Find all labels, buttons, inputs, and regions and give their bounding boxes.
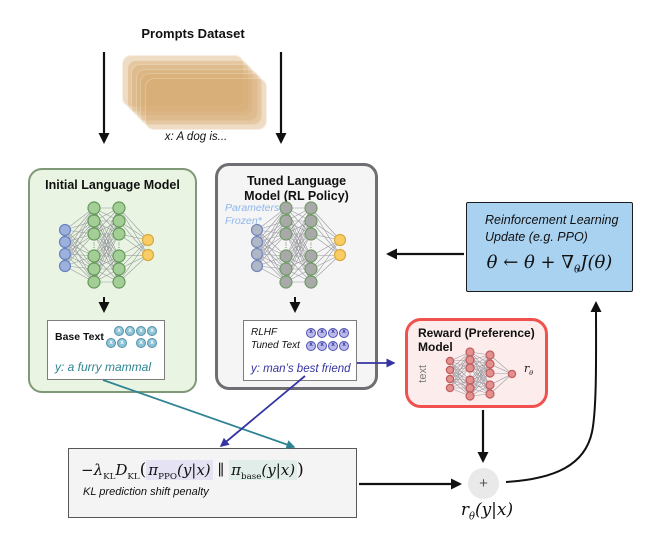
token-icon: x [328,327,338,338]
plus-icon: + [479,475,488,492]
svg-text:⋮: ⋮ [116,243,123,250]
reward-output-formula: rθ(y|x) [460,500,514,523]
prompt-card [135,68,258,121]
token-icon: x [147,326,157,336]
tuned-model-title: Tuned Language Model (RL Policy) [244,174,349,203]
base-model-output-text: y: a furry mammal [55,360,152,374]
prompt-card [144,77,267,130]
reward-input-label: text [417,365,429,383]
gradient-update-formula: θ ← θ + ∇θJ(θ) [486,251,613,276]
token-icon: x [317,340,327,351]
tuned-text-label: Tuned Text [251,340,300,351]
pi-base-term: πbase(y|x) [229,460,298,482]
tuned-language-model-box: Tuned Language Model (RL Policy) Paramet… [215,163,378,390]
prompts-dataset-title: Prompts Dataset [141,26,245,41]
token-icon: x [317,327,327,338]
token-icon: x [306,340,316,351]
kl-penalty-caption: KL prediction shift penalty [83,486,209,498]
prompt-card [140,73,262,125]
token-icon: x [114,326,124,336]
kl-penalty-formula: −λKLDKL(πPPO(y|x) ∥ πbase(y|x)) [81,460,304,482]
rlhf-label: RLHF [251,327,278,338]
kl-penalty-box: −λKLDKL(πPPO(y|x) ∥ πbase(y|x)) KL predi… [68,448,357,518]
svg-text:⋮: ⋮ [308,243,315,250]
svg-text:⋮: ⋮ [283,243,290,250]
reward-model-box: Reward (Preference) Model text ⋮ rθ [405,318,548,408]
rl-update-box: Reinforcement Learning Update (e.g. PPO)… [466,202,633,292]
prompt-card [131,64,253,116]
token-icon: x [125,326,135,336]
initial-model-title: Initial Language Model [45,178,180,192]
reward-model-title: Reward (Preference) Model [418,326,535,355]
svg-text:⋮: ⋮ [467,372,474,379]
reward-model-network-icon: ⋮ [445,347,517,401]
svg-text:⋮: ⋮ [91,243,98,250]
token-icon: x [117,338,127,348]
token-icon: x [136,338,146,348]
token-icon: x [306,327,316,338]
pi-ppo-term: πPPO(y|x) [146,460,213,482]
token-icon: x [106,338,116,348]
token-icon: x [339,327,349,338]
tuned-model-output-text: y: man’s best friend [251,363,351,375]
prompt-example-text: x: A dog is... [164,131,228,143]
parameters-frozen-note: Parameters Frozen* [225,202,280,228]
tuned-model-network-icon: ⋮ ⋮ [250,201,347,289]
reward-scalar-label: rθ [524,362,534,378]
token-icon: x [147,338,157,348]
rl-update-title: Reinforcement Learning Update (e.g. PPO) [485,213,619,244]
token-icon: x [136,326,146,336]
token-icon: x [339,340,349,351]
token-icon: x [328,340,338,351]
sum-node: + [468,468,499,499]
initial-model-network-icon: ⋮ ⋮ [58,201,155,289]
base-text-label: Base Text [55,331,104,343]
